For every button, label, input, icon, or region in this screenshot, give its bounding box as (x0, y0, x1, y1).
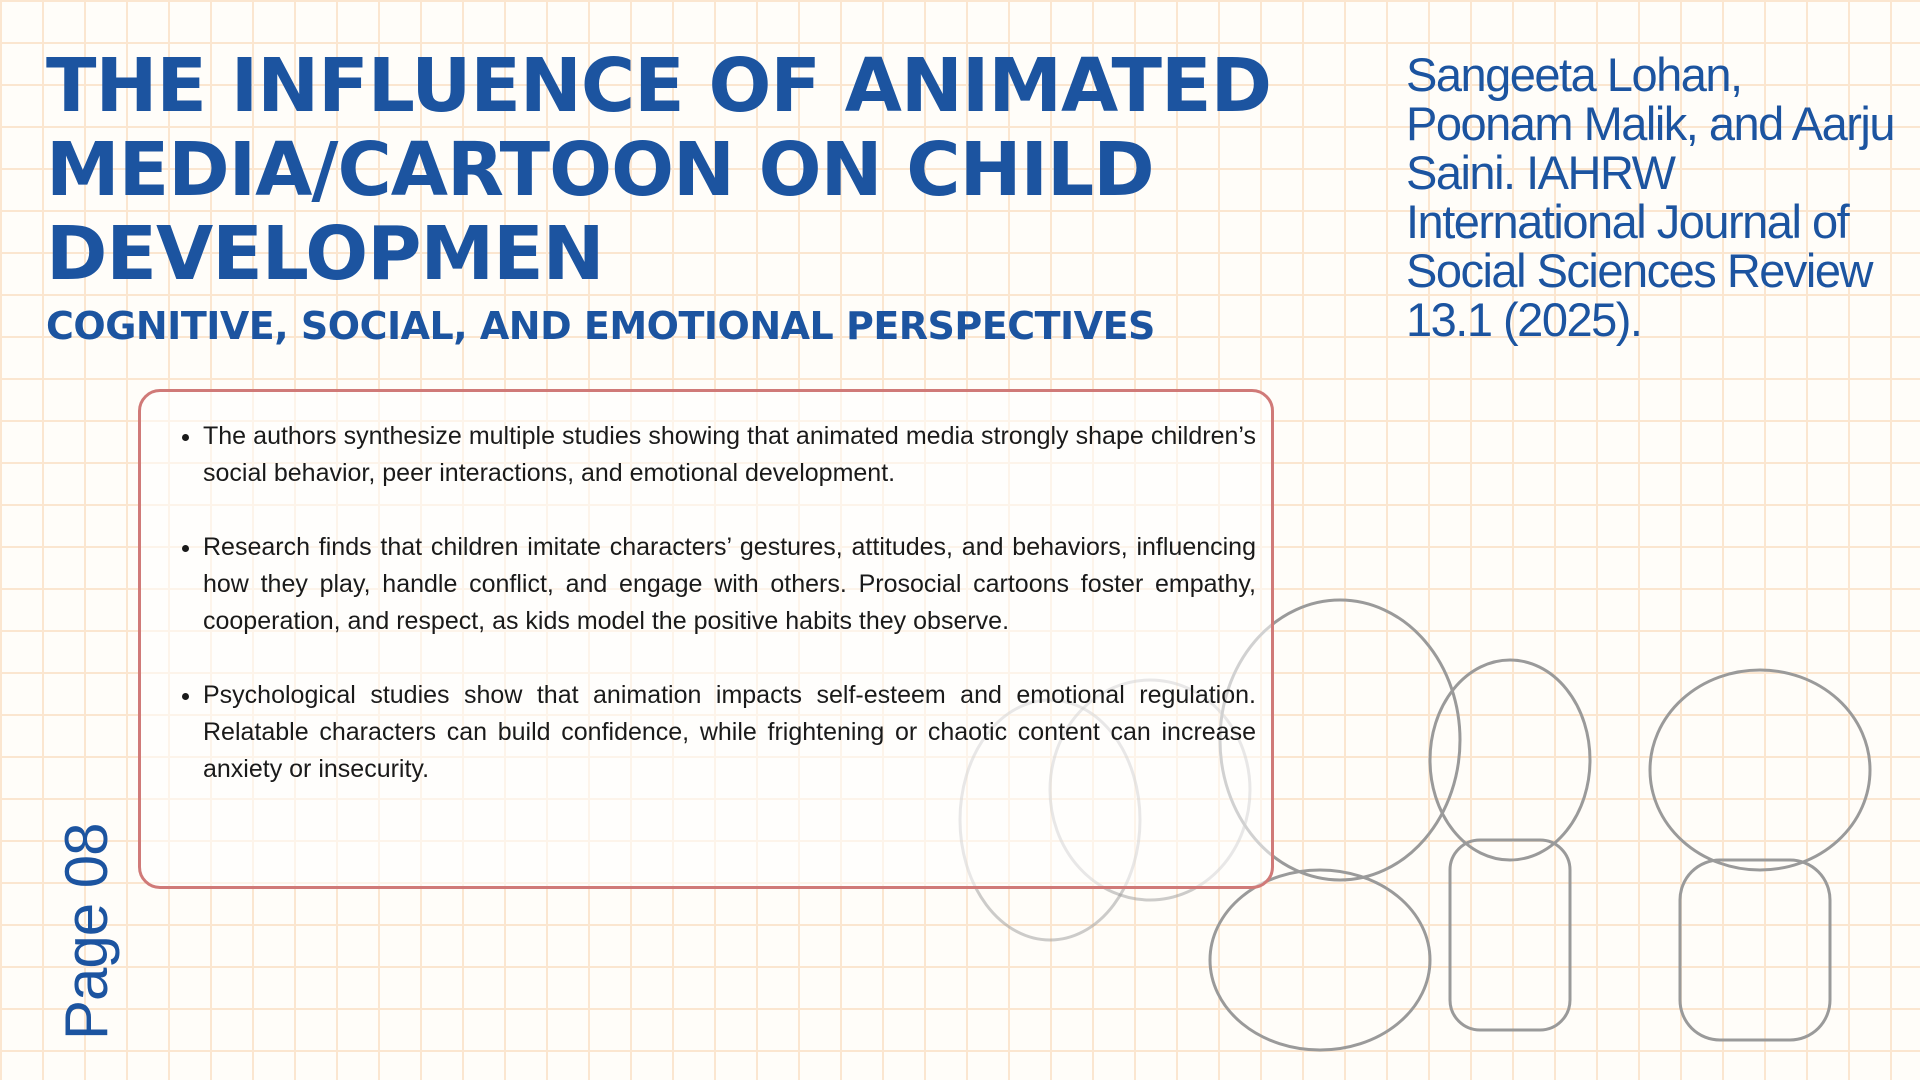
bullet: Research finds that children imitate cha… (203, 529, 1256, 640)
bullet: Psychological studies show that animatio… (203, 677, 1256, 788)
subtitle: COGNITIVE, SOCIAL, AND EMOTIONAL PERSPEC… (46, 304, 1155, 348)
page-label: Page 08 (53, 823, 120, 1040)
title: THE INFLUENCE OF ANIMATED MEDIA/CARTOON … (46, 43, 1272, 297)
bullet-list: The authors synthesize multiple studies … (141, 392, 1271, 788)
bullet: The authors synthesize multiple studies … (203, 418, 1256, 492)
content-box: The authors synthesize multiple studies … (138, 389, 1274, 889)
citation: Sangeeta Lohan, Poonam Malik, and Aarju … (1406, 48, 1896, 346)
